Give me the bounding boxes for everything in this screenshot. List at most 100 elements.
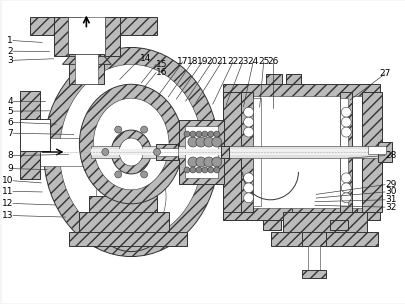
Ellipse shape: [341, 173, 350, 183]
Ellipse shape: [79, 84, 183, 204]
Bar: [222, 92, 240, 212]
Text: 12: 12: [2, 199, 13, 208]
Text: 9: 9: [7, 164, 13, 173]
Ellipse shape: [201, 167, 207, 173]
Bar: [156, 148, 177, 156]
Ellipse shape: [243, 193, 253, 203]
Bar: [68, 17, 105, 57]
Text: 32: 32: [384, 202, 395, 212]
Ellipse shape: [243, 173, 253, 183]
Bar: [308, 246, 320, 274]
Bar: [367, 146, 385, 154]
Text: 7: 7: [7, 129, 13, 138]
Ellipse shape: [102, 149, 109, 155]
Text: 11: 11: [2, 187, 13, 196]
Bar: [39, 138, 94, 166]
Text: 3: 3: [7, 56, 13, 65]
Text: 23: 23: [237, 57, 248, 66]
Bar: [185, 126, 217, 178]
Bar: [75, 54, 98, 84]
Text: 5: 5: [7, 107, 13, 116]
Ellipse shape: [115, 126, 122, 133]
Ellipse shape: [341, 193, 350, 203]
Bar: [240, 92, 252, 212]
Ellipse shape: [341, 127, 350, 137]
Bar: [109, 17, 157, 34]
Ellipse shape: [203, 137, 213, 147]
Bar: [361, 92, 381, 212]
Ellipse shape: [115, 171, 122, 178]
Ellipse shape: [243, 107, 253, 117]
Ellipse shape: [243, 117, 253, 127]
Ellipse shape: [341, 183, 350, 193]
Ellipse shape: [188, 137, 197, 147]
Text: 2: 2: [7, 47, 13, 56]
Ellipse shape: [201, 131, 207, 137]
Ellipse shape: [183, 167, 190, 173]
Bar: [79, 212, 168, 232]
Bar: [339, 98, 347, 206]
Ellipse shape: [196, 157, 205, 167]
Text: 28: 28: [384, 151, 395, 160]
Bar: [53, 17, 68, 57]
Text: 15: 15: [156, 60, 167, 69]
Ellipse shape: [341, 107, 350, 117]
Text: 31: 31: [384, 195, 396, 204]
Ellipse shape: [153, 149, 160, 155]
Text: 17: 17: [177, 57, 188, 66]
Bar: [339, 92, 352, 212]
Text: 19: 19: [196, 57, 207, 66]
Text: 18: 18: [186, 57, 198, 66]
Ellipse shape: [211, 157, 221, 167]
Ellipse shape: [60, 64, 202, 240]
Text: 21: 21: [215, 57, 227, 66]
Ellipse shape: [86, 142, 175, 252]
Ellipse shape: [213, 167, 219, 173]
Text: 20: 20: [206, 57, 217, 66]
Ellipse shape: [196, 131, 201, 137]
Ellipse shape: [213, 131, 219, 137]
Bar: [302, 271, 326, 278]
Bar: [265, 74, 281, 84]
Text: 24: 24: [247, 57, 258, 66]
Bar: [252, 98, 260, 206]
Ellipse shape: [140, 171, 147, 178]
Bar: [19, 91, 39, 119]
Text: 4: 4: [7, 97, 13, 106]
Bar: [285, 74, 301, 84]
Text: 1: 1: [7, 36, 13, 45]
Bar: [236, 96, 365, 208]
Text: 8: 8: [7, 151, 13, 160]
Text: 25: 25: [257, 57, 269, 66]
Bar: [282, 212, 366, 232]
Text: 10: 10: [2, 176, 13, 185]
Text: 26: 26: [267, 57, 278, 66]
Ellipse shape: [96, 153, 166, 241]
Bar: [69, 232, 186, 246]
Ellipse shape: [207, 131, 213, 137]
Ellipse shape: [119, 138, 143, 166]
Ellipse shape: [196, 167, 201, 173]
Text: 22: 22: [227, 57, 238, 66]
Ellipse shape: [140, 126, 147, 133]
Ellipse shape: [188, 157, 197, 167]
Bar: [91, 149, 389, 155]
Ellipse shape: [43, 47, 218, 257]
Ellipse shape: [207, 167, 213, 173]
Ellipse shape: [93, 98, 168, 190]
Ellipse shape: [203, 157, 213, 167]
Ellipse shape: [341, 117, 350, 127]
Ellipse shape: [211, 137, 221, 147]
Ellipse shape: [183, 131, 190, 137]
Polygon shape: [62, 57, 111, 64]
Text: 30: 30: [384, 188, 396, 196]
Bar: [156, 144, 177, 160]
Text: 16: 16: [156, 68, 167, 77]
Bar: [89, 196, 157, 212]
Ellipse shape: [196, 137, 205, 147]
Bar: [222, 84, 379, 220]
Text: 27: 27: [378, 69, 390, 78]
Bar: [179, 120, 223, 184]
Bar: [302, 232, 326, 246]
Bar: [262, 220, 280, 230]
